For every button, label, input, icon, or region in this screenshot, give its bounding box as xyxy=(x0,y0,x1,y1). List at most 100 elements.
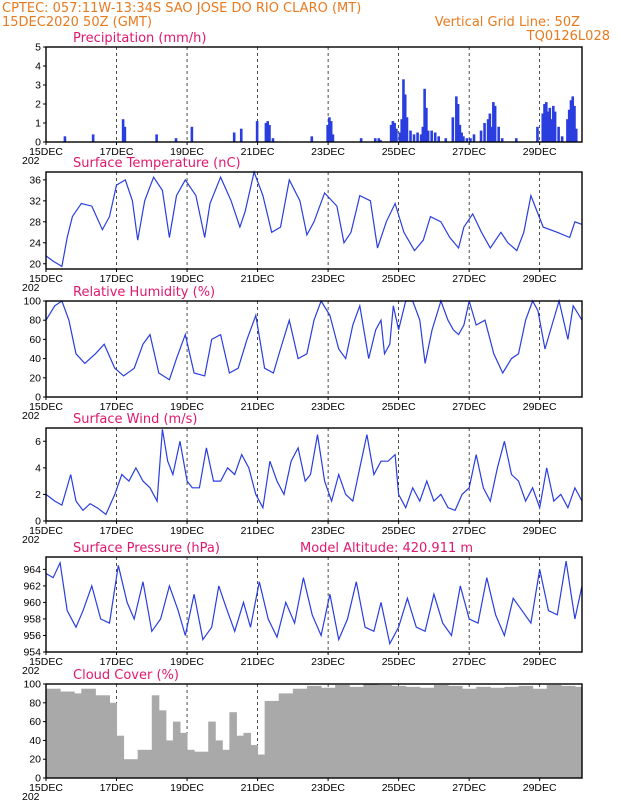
cloud-cover-y-tick-label: 40 xyxy=(29,735,41,747)
precipitation-bar xyxy=(395,128,398,142)
surface-temperature-x-tick-label: 23DEC xyxy=(311,273,345,285)
precipitation-bar xyxy=(497,126,500,142)
surface-temperature-year-label: 202 xyxy=(22,282,40,294)
precipitation-bar xyxy=(541,113,545,142)
relative-humidity-y-tick-label: 0 xyxy=(35,392,41,404)
surface-wind-panel: Surface Wind (m/s) 0 2 4 6 15DEC 17DEC 19DEC 21D… xyxy=(22,412,583,546)
surface-temperature-title: Surface Temperature (nC) xyxy=(73,156,241,171)
cloud-cover-bar xyxy=(74,693,82,778)
precipitation-bar xyxy=(566,119,569,142)
precipitation-bar xyxy=(402,79,405,142)
cloud-cover-bar xyxy=(95,695,110,778)
precipitation-bar xyxy=(419,134,423,142)
precipitation-bar xyxy=(553,111,557,142)
cloud-cover-bar xyxy=(405,686,421,778)
cloud-cover-panel: Cloud Cover (%) 0 20 40 60 80 100 15DEC 17DEC 19D… xyxy=(22,668,583,800)
surface-temperature-y-tick-label: 28 xyxy=(29,216,41,228)
precipitation-bar xyxy=(271,138,275,142)
precipitation-bar xyxy=(331,134,335,142)
cloud-cover-bar xyxy=(180,732,188,778)
precipitation-bar xyxy=(550,119,553,142)
relative-humidity-frame xyxy=(45,300,583,398)
surface-wind-x-tick-label: 23DEC xyxy=(311,525,345,537)
surface-pressure-x-tick-label: 25DEC xyxy=(382,656,416,668)
cloud-cover-bar xyxy=(433,684,449,778)
precipitation-bar xyxy=(460,132,463,142)
cloud-cover-bar xyxy=(476,686,491,778)
precipitation-y-tick-label: 2 xyxy=(35,99,41,111)
precipitation-bar xyxy=(567,109,571,142)
precipitation-bar xyxy=(264,123,268,142)
precipitation-bar xyxy=(546,111,550,142)
cloud-cover-bar xyxy=(208,721,216,778)
cloud-cover-bar xyxy=(377,684,393,778)
precipitation-bar xyxy=(426,130,430,142)
cloud-cover-bar xyxy=(109,702,118,778)
surface-wind-x-tick-label: 17DEC xyxy=(100,525,134,537)
surface-temperature-x-tick-label: 15DEC xyxy=(29,273,63,285)
precipitation-bar xyxy=(389,124,393,142)
cloud-cover-bar xyxy=(391,685,407,778)
precipitation-bar xyxy=(398,132,402,142)
precipitation-bar xyxy=(500,138,504,142)
precipitation-y-tick-label: 0 xyxy=(35,137,41,149)
precipitation-bar xyxy=(569,100,573,142)
relative-humidity-y-tick-label: 40 xyxy=(29,353,41,365)
surface-pressure-y-tick-label: 954 xyxy=(23,647,41,659)
cloud-cover-bar xyxy=(151,695,160,778)
relative-humidity-x-tick-label: 29DEC xyxy=(523,401,557,413)
surface-wind-y-tick-label: 6 xyxy=(35,436,41,448)
cloud-cover-bar xyxy=(137,749,153,778)
cloud-cover-bar xyxy=(349,686,364,778)
surface-pressure-y-tick-label: 956 xyxy=(23,630,41,642)
relative-humidity-y-tick-label: 20 xyxy=(29,372,41,384)
precipitation-bar xyxy=(412,134,416,142)
precipitation-bar xyxy=(493,105,497,142)
precipitation-y-tick-label: 3 xyxy=(35,80,41,92)
cloud-cover-bar xyxy=(187,749,195,778)
precipitation-bar xyxy=(328,117,331,142)
relative-humidity-y-tick-label: 60 xyxy=(29,334,41,346)
relative-humidity-series-line xyxy=(45,298,583,381)
precipitation-bar xyxy=(174,138,178,142)
surface-temperature-x-tick-label: 29DEC xyxy=(523,273,557,285)
surface-temperature-x-tick-label: 27DEC xyxy=(452,273,486,285)
relative-humidity-x-tick-label: 27DEC xyxy=(452,401,486,413)
precipitation-x-tick-label: 15DEC xyxy=(29,146,63,158)
precipitation-bar xyxy=(433,132,437,142)
surface-wind-x-tick-label: 19DEC xyxy=(170,525,204,537)
precipitation-bar xyxy=(488,113,492,142)
surface-temperature-panel: Surface Temperature (nC) 20 24 28 32 36 15DEC 1… xyxy=(22,156,583,294)
precipitation-year-label: 202 xyxy=(22,155,40,167)
surface-pressure-x-tick-label: 19DEC xyxy=(170,656,204,668)
precipitation-panel: Precipitation (mm/h) 0 1 2 3 4 5 15DEC 17DEC 19DE… xyxy=(22,31,583,167)
cloud-cover-bar xyxy=(462,688,477,778)
cloud-cover-bar xyxy=(292,688,308,778)
surface-wind-x-tick-label: 27DEC xyxy=(452,525,486,537)
cloud-cover-title: Cloud Cover (%) xyxy=(73,668,179,683)
precipitation-bar xyxy=(492,102,495,142)
cloud-cover-bar xyxy=(222,749,230,778)
surface-temperature-x-tick-label: 21DEC xyxy=(241,273,275,285)
cloud-cover-x-tick-label: 25DEC xyxy=(382,782,416,794)
surface-temperature-y-tick-label: 24 xyxy=(29,237,41,249)
precipitation-bar xyxy=(456,104,460,142)
cloud-cover-bar xyxy=(363,684,378,778)
surface-pressure-year-label: 202 xyxy=(22,665,40,677)
cloud-cover-bar xyxy=(116,735,125,778)
precipitation-bar xyxy=(469,138,472,142)
cloud-cover-x-tick-label: 29DEC xyxy=(523,782,557,794)
surface-pressure-x-tick-label: 23DEC xyxy=(311,656,345,668)
cloud-cover-x-tick-label: 27DEC xyxy=(452,782,486,794)
surface-temperature-series-line xyxy=(45,169,583,268)
precipitation-bar xyxy=(91,134,95,142)
surface-wind-frame xyxy=(45,427,583,522)
precipitation-bar xyxy=(190,126,194,142)
cloud-cover-bar xyxy=(518,685,534,778)
header-date: 15DEC2020 50Z (GMT) xyxy=(2,15,152,30)
precipitation-x-tick-label: 19DEC xyxy=(170,146,204,158)
cloud-cover-bar xyxy=(165,740,174,778)
surface-pressure-title: Surface Pressure (hPa) xyxy=(73,541,220,556)
surface-pressure-x-tick-label: 15DEC xyxy=(29,656,63,668)
precipitation-bar xyxy=(329,121,333,142)
